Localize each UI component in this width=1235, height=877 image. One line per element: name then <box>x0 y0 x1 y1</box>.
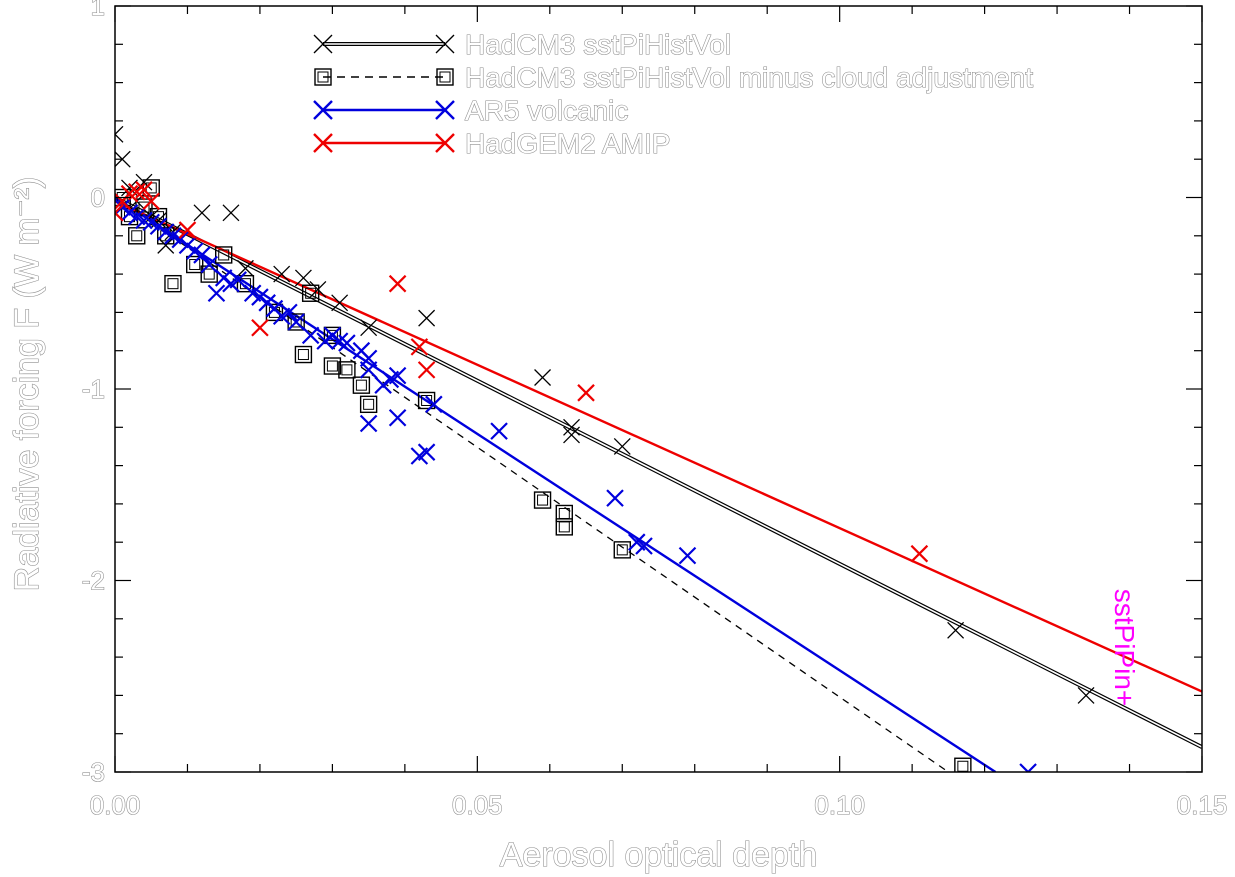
data-point-s2 <box>388 366 407 385</box>
legend-marker <box>314 68 332 86</box>
data-point-s0 <box>193 204 211 222</box>
data-point-s3 <box>577 384 595 402</box>
data-point-s2 <box>359 361 378 379</box>
legend-marker <box>435 34 455 54</box>
y-tick-label: -3 <box>82 757 105 787</box>
y-tick-label: -2 <box>82 566 105 596</box>
x-axis-title: Aerosol optical depth <box>500 836 818 874</box>
data-point-s2 <box>301 326 320 345</box>
data-point-s0 <box>947 621 965 639</box>
data-point-s2 <box>287 313 305 331</box>
x-tick-label: 0.05 <box>452 790 503 820</box>
data-point-s0 <box>563 418 580 436</box>
y-tick-label: 1 <box>91 0 105 21</box>
y-axis-title: Radiative forcing F (W m⁻²) <box>8 177 46 592</box>
data-point-s1 <box>555 518 573 536</box>
legend-marker <box>313 133 333 153</box>
data-point-s3 <box>142 192 161 211</box>
data-point-s0 <box>236 259 254 277</box>
data-point-s2 <box>678 546 697 565</box>
legend-marker <box>313 100 333 120</box>
data-point-s1 <box>186 255 204 274</box>
data-point-s2 <box>635 537 653 555</box>
tick-labels: 0.00 0.05 0.10 0.15 1 0 -1 -2 -3 <box>81 0 1228 821</box>
data-point-s2 <box>1019 763 1037 772</box>
data-point-s2 <box>200 255 218 274</box>
x-tick-label: 0.15 <box>1177 790 1228 820</box>
data-markers <box>115 125 1095 772</box>
data-point-s1 <box>301 284 320 302</box>
data-point-s2 <box>490 422 508 440</box>
data-point-s2 <box>193 246 211 264</box>
legend-label: HadGEM2 AMIP <box>465 128 670 159</box>
data-point-s1 <box>236 274 255 293</box>
legend-marker <box>435 133 455 153</box>
data-point-s3 <box>251 318 269 337</box>
data-point-s1 <box>338 361 356 379</box>
data-point-s0 <box>273 265 291 283</box>
y-tick-label: 0 <box>91 183 105 213</box>
data-point-s2 <box>417 443 436 461</box>
data-point-s0 <box>534 369 552 386</box>
data-point-s1 <box>359 395 378 414</box>
axis-ticks <box>114 5 1203 773</box>
data-point-s3 <box>178 221 197 239</box>
data-point-s2 <box>606 489 624 507</box>
data-point-s0 <box>222 204 240 222</box>
x-tick-label: 0.10 <box>814 790 865 820</box>
data-point-s2 <box>229 271 247 289</box>
data-point-s1 <box>164 274 182 293</box>
fit-lines <box>115 195 1202 772</box>
fit-line-3 <box>115 200 1202 693</box>
data-point-s0 <box>1077 686 1095 704</box>
data-point-s3 <box>135 181 153 199</box>
data-point-s1 <box>294 345 313 364</box>
data-point-s0 <box>294 269 312 287</box>
fit-line-inner-0 <box>115 196 1202 748</box>
data-point-s3 <box>410 338 429 356</box>
legend-label: HadCM3 sstPiHistVol minus cloud adjustme… <box>465 62 1033 93</box>
legend-marker <box>313 34 333 54</box>
data-point-s0 <box>135 173 153 191</box>
data-point-s3 <box>417 361 436 379</box>
data-point-s2 <box>425 395 443 414</box>
data-point-s0 <box>563 426 580 444</box>
fit-line-2 <box>115 196 997 772</box>
data-point-s0 <box>418 309 436 327</box>
y-tick-label: -1 <box>82 374 105 404</box>
x-tick-label: 0.00 <box>90 790 141 820</box>
data-point-s3 <box>910 544 929 563</box>
data-point-s1 <box>417 391 436 410</box>
annotations: sstPiPin+ <box>1109 589 1140 707</box>
data-point-s0 <box>613 437 631 455</box>
legend-label: HadCM3 sstPiHistVol <box>465 29 731 60</box>
data-point-s2 <box>207 284 226 303</box>
data-point-s0 <box>115 125 124 143</box>
data-point-s2 <box>359 414 378 433</box>
data-point-s1 <box>323 357 342 375</box>
data-point-s1 <box>214 246 233 264</box>
legend-marker <box>435 100 455 120</box>
legend-marker <box>436 68 454 86</box>
data-point-s2 <box>388 408 407 427</box>
data-point-s3 <box>115 204 124 222</box>
data-point-s1 <box>200 265 218 283</box>
data-point-s0 <box>331 294 349 312</box>
data-point-s0 <box>360 319 378 337</box>
data-point-s2 <box>280 303 298 322</box>
data-point-s3 <box>388 274 407 293</box>
data-point-s1 <box>533 491 552 509</box>
data-point-s0 <box>309 280 327 298</box>
legend-label: AR5 volcanic <box>465 95 628 126</box>
annotation-label: sstPiPin+ <box>1109 589 1140 707</box>
data-point-s2 <box>338 334 356 352</box>
